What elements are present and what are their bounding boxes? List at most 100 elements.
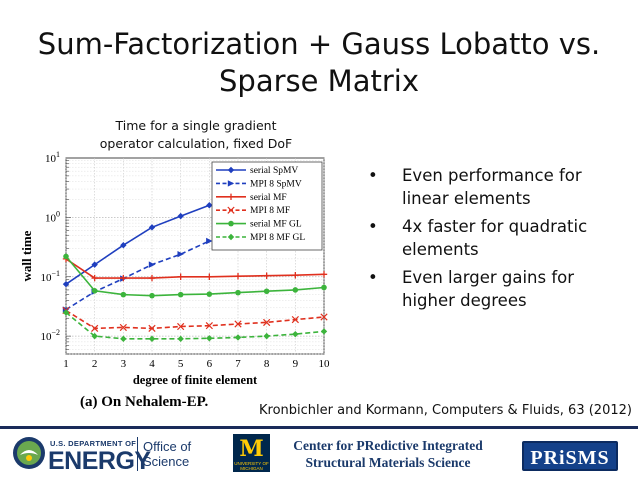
bullet-item: • Even larger gains for higher degrees xyxy=(368,266,630,312)
legend-item-serial-mf: serial MF xyxy=(216,193,287,203)
legend-label: serial SpMV xyxy=(250,166,298,176)
y-tick-label: 10−1 xyxy=(40,269,60,284)
data-point-serial-mf xyxy=(120,274,127,282)
chart-series xyxy=(62,202,328,343)
chart-subtitle: (a) On Nehalem-EP. xyxy=(80,394,208,410)
doe-top-text: U.S. DEPARTMENT OF xyxy=(50,439,137,448)
bullet-item: • 4x faster for quadratic elements xyxy=(368,215,630,261)
office-of-science: Office of Science xyxy=(143,439,191,469)
legend-marker xyxy=(227,180,235,187)
data-point-mpi-8-mf xyxy=(177,322,185,331)
series-line-mpi-8-spmv xyxy=(65,240,210,311)
data-point-mpi-8-mf-gl xyxy=(120,335,127,343)
legend-item-mpi-8-spmv: MPI 8 SpMV xyxy=(216,179,302,189)
y-tick-base: 10 xyxy=(40,272,52,284)
chart-legend: serial SpMV MPI 8 SpMV serial MF MPI 8 MF se… xyxy=(211,161,323,251)
data-point-serial-spmv xyxy=(148,224,156,231)
legend-marker xyxy=(227,193,235,200)
series-serial-spmv xyxy=(62,202,213,288)
data-point-serial-mf xyxy=(292,272,299,279)
data-point-mpi-8-spmv xyxy=(206,237,213,245)
university-of-michigan-logo: M UNIVERSITY OF MICHIGAN xyxy=(233,434,270,472)
um-letter: M xyxy=(239,436,264,462)
data-point-serial-mf xyxy=(177,273,184,280)
data-point-serial-mf-gl xyxy=(63,253,69,260)
legend-label: MPI 8 MF GL xyxy=(250,233,305,243)
legend-label: serial MF xyxy=(250,193,287,203)
doe-divider xyxy=(137,437,138,471)
um-line1: UNIVERSITY OF xyxy=(234,461,269,466)
data-point-mpi-8-mf-gl xyxy=(91,332,98,340)
y-tick-label: 10−2 xyxy=(40,328,60,343)
data-point-mpi-8-mf xyxy=(320,313,328,321)
y-tick-exponent: −1 xyxy=(51,269,60,278)
data-point-mpi-8-mf-gl xyxy=(292,330,299,338)
series-line-serial-spmv xyxy=(65,204,210,285)
series-line-serial-mf-gl xyxy=(65,255,325,297)
data-point-mpi-8-mf-gl xyxy=(263,332,270,340)
office-line2: Science xyxy=(143,454,190,469)
center-name: Center for PRedictive Integrated Structu… xyxy=(280,437,496,471)
slide-title-line2: Sparse Matrix xyxy=(219,64,419,98)
y-tick-base: 10 xyxy=(45,153,57,165)
chart-caption-line1: Time for a single gradient xyxy=(115,118,277,133)
legend-marker xyxy=(227,166,235,174)
bullet-item: • Even performance for linear elements xyxy=(368,164,630,210)
data-point-serial-spmv xyxy=(91,261,98,268)
data-point-serial-mf xyxy=(320,271,328,278)
legend-item-serial-spmv: serial SpMV xyxy=(216,166,298,176)
x-tick-labels: 1 2 3 4 5 6 7 8 9 10 xyxy=(63,358,330,370)
x-axis-label: degree of finite element xyxy=(133,373,258,387)
data-point-serial-mf xyxy=(206,273,213,280)
data-point-mpi-8-mf xyxy=(119,323,127,332)
data-point-mpi-8-mf xyxy=(263,318,271,327)
legend-label: serial MF GL xyxy=(250,220,302,230)
y-tick-label: 101 xyxy=(45,150,60,165)
data-point-mpi-8-mf-gl xyxy=(62,309,70,316)
center-line1: Center for PRedictive Integrated xyxy=(293,438,483,453)
y-tick-exponent: −2 xyxy=(51,328,60,337)
data-point-serial-spmv xyxy=(62,280,70,288)
x-tick-label: 1 xyxy=(63,358,69,370)
bullet-dot: • xyxy=(368,166,378,185)
data-point-mpi-8-mf xyxy=(205,322,213,330)
data-point-mpi-8-mf xyxy=(291,315,299,324)
data-point-serial-mf-gl xyxy=(263,288,270,295)
footer-divider xyxy=(0,426,638,429)
data-point-mpi-8-mf xyxy=(148,324,156,333)
legend-label: MPI 8 SpMV xyxy=(250,179,302,189)
x-tick-label: 6 xyxy=(207,358,213,370)
legend-label: MPI 8 MF xyxy=(250,206,290,216)
um-line2: MICHIGAN xyxy=(240,466,263,471)
bullet-text-line1: Even performance for xyxy=(402,166,582,185)
data-point-serial-mf-gl xyxy=(292,287,299,293)
data-point-serial-mf-gl xyxy=(235,289,241,296)
doe-wordmark: ENERGY xyxy=(48,447,151,475)
data-point-mpi-8-mf xyxy=(91,324,99,333)
bullet-dot: • xyxy=(368,217,378,236)
office-line1: Office of xyxy=(143,439,192,454)
data-point-serial-spmv xyxy=(177,212,184,220)
bullet-text-line1: 4x faster for quadratic xyxy=(402,217,588,236)
data-point-mpi-8-mf-gl xyxy=(177,335,184,343)
legend-item-mpi-8-mf: MPI 8 MF xyxy=(216,206,290,216)
data-point-serial-mf-gl xyxy=(120,291,127,298)
data-point-mpi-8-mf-gl xyxy=(148,335,156,343)
slide-title-line1: Sum-Factorization + Gauss Lobatto vs. xyxy=(37,27,601,61)
y-tick-exponent: 1 xyxy=(56,150,60,159)
citation: Kronbichler and Kormann, Computers & Flu… xyxy=(259,403,632,418)
chart-grid xyxy=(65,158,325,355)
x-tick-label: 2 xyxy=(92,358,98,370)
bullet-text-line2: linear elements xyxy=(402,189,531,208)
doe-seal-icon xyxy=(13,437,45,469)
data-point-serial-mf-gl xyxy=(321,284,327,291)
legend-item-serial-mf-gl: serial MF GL xyxy=(216,220,302,230)
y-tick-label: 100 xyxy=(45,209,60,224)
chart-caption: Time for a single gradient operator calc… xyxy=(80,117,312,153)
data-point-serial-mf xyxy=(234,273,242,280)
bullet-text-line2: higher degrees xyxy=(402,291,527,310)
data-point-serial-mf-gl xyxy=(177,291,184,298)
legend-marker xyxy=(228,220,234,227)
